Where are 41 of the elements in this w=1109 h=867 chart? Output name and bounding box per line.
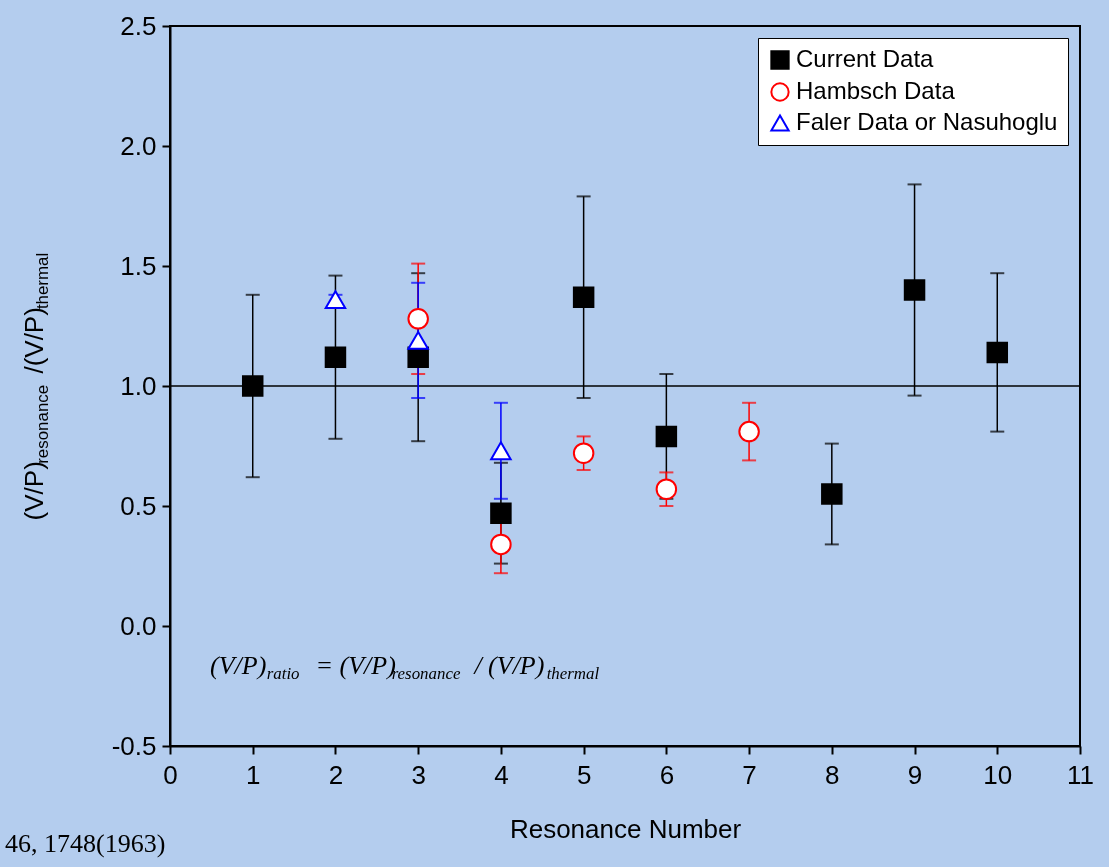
legend-label: Hambsch Data: [796, 77, 956, 104]
point: [738, 420, 760, 443]
legend-label: Current Data: [796, 45, 935, 72]
x-tick-label: 3: [411, 759, 426, 790]
y-tick-label: 2.5: [120, 10, 157, 41]
point: [572, 442, 595, 464]
point: [324, 290, 347, 310]
point: [490, 441, 512, 461]
x-tick-label: 1: [245, 759, 261, 790]
point: [490, 533, 512, 556]
point: [324, 346, 347, 368]
point: [655, 478, 678, 500]
y-tick-label: 2.0: [120, 130, 157, 161]
y-tick-label: 0.5: [120, 490, 157, 521]
point: [407, 308, 429, 330]
x-tick-label: 0: [163, 759, 178, 790]
point: [572, 286, 595, 308]
x-tick-label: 8: [825, 759, 840, 790]
x-tick-label: 11: [1067, 759, 1094, 790]
point: [821, 483, 843, 505]
point: [903, 279, 926, 301]
point: [986, 341, 1009, 364]
point: [407, 330, 429, 350]
point: [241, 375, 264, 397]
x-tick-label: 5: [576, 759, 592, 790]
point: [490, 502, 512, 524]
y-tick-label: 1.0: [120, 370, 157, 401]
y-tick-label: 0.0: [120, 610, 157, 641]
point: [655, 425, 678, 448]
x-tick-label: 4: [494, 759, 509, 790]
y-axis-title: (V/P)resonance/(V/P)thermal: [19, 252, 52, 521]
x-tick-label: 6: [659, 759, 675, 790]
x-tick-label: 7: [742, 759, 757, 790]
y-tick-label: 1.5: [120, 250, 157, 281]
text: 46, 1748(1963): [5, 829, 166, 858]
legend-label: Faler Data or Nasuhoglu: [796, 108, 1058, 135]
x-tick-label: 10: [983, 759, 1013, 790]
x-tick-label: 9: [907, 759, 923, 790]
x-axis-title: Resonance Number: [509, 813, 742, 844]
x-tick-label: 2: [328, 759, 344, 790]
y-tick-label: -0.5: [111, 730, 157, 761]
